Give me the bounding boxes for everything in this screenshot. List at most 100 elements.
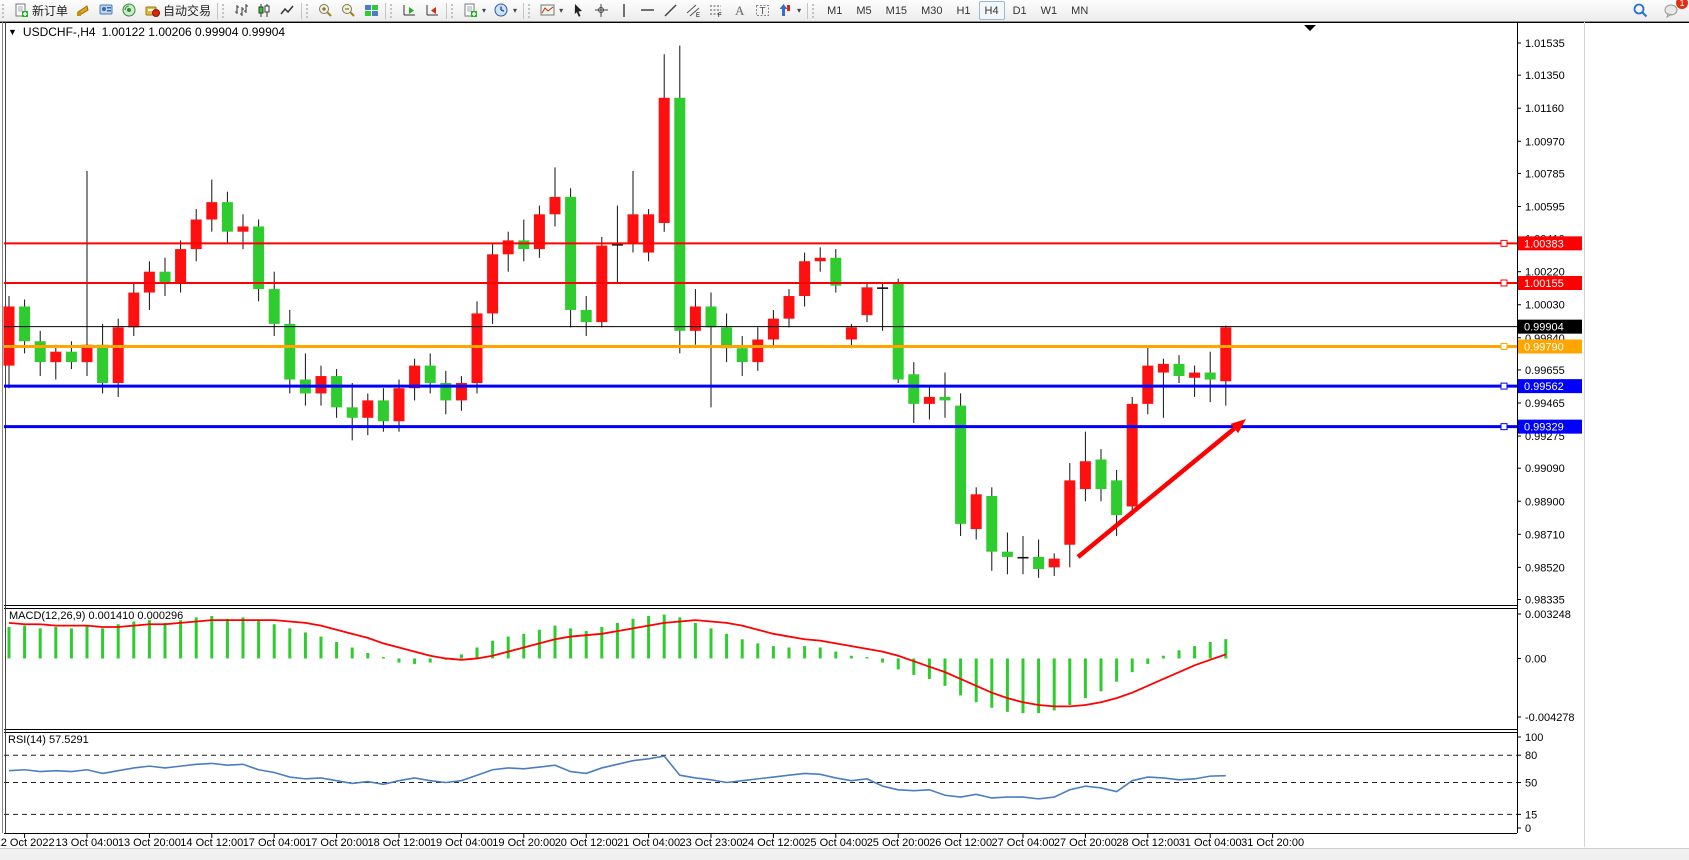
candle-body xyxy=(65,351,77,363)
bar-chart-icon xyxy=(234,3,249,18)
svg-text:A: A xyxy=(735,3,745,18)
autotrading-button[interactable]: 自动交易 xyxy=(141,0,215,21)
price-tick-label: 1.00970 xyxy=(1525,136,1565,148)
candle-body xyxy=(34,341,46,363)
price-tick-label: 0.98710 xyxy=(1525,529,1565,541)
channel-icon: E xyxy=(686,3,701,18)
candle-body xyxy=(1095,459,1107,490)
time-tick-label: 23 Oct 23:00 xyxy=(680,837,743,849)
crosshair-button[interactable] xyxy=(590,0,613,21)
cursor-button[interactable] xyxy=(567,0,590,21)
candle-body xyxy=(830,257,842,286)
market-watch-button[interactable] xyxy=(95,0,118,21)
timeframe-w1-button[interactable]: W1 xyxy=(1040,4,1058,17)
toolbar-separator xyxy=(523,2,525,19)
timeframe-m30-button[interactable]: M30 xyxy=(921,4,943,17)
time-tick-label: 19 Oct 20:00 xyxy=(492,837,555,849)
toolbar-separator xyxy=(446,2,448,19)
zoom-out-icon xyxy=(341,3,356,18)
line-anchor-marker[interactable] xyxy=(1500,342,1508,350)
chart-shift-button[interactable] xyxy=(421,0,444,21)
indicators-button[interactable]: ▾ xyxy=(536,0,567,21)
candle-body xyxy=(923,396,935,404)
timeframe-h1-button[interactable]: H1 xyxy=(956,4,971,17)
fibonacci-button[interactable]: F xyxy=(705,0,728,21)
line-anchor-marker[interactable] xyxy=(1500,279,1508,287)
collapse-triangle-icon[interactable]: ▼ xyxy=(8,27,17,37)
text-label-button[interactable]: T xyxy=(751,0,774,21)
horizontal-line-button[interactable] xyxy=(636,0,659,21)
price-label-box xyxy=(1518,379,1582,394)
candle-body xyxy=(1204,372,1216,380)
time-tick-label: 20 Oct 12:00 xyxy=(555,837,618,849)
candle-body xyxy=(471,313,483,383)
chevron-down-icon[interactable]: ▾ xyxy=(797,6,802,15)
price-tick-label: 1.01535 xyxy=(1525,38,1565,50)
line-anchor-marker[interactable] xyxy=(1500,423,1508,431)
toolbar-drag-handle[interactable] xyxy=(390,3,395,18)
price-label-text: 1.00155 xyxy=(1524,278,1564,290)
line-anchor-marker[interactable] xyxy=(1500,382,1508,390)
chart-shift-marker-icon[interactable] xyxy=(1304,25,1316,31)
trend-arrow-head[interactable] xyxy=(1230,419,1246,434)
line-anchor-marker[interactable] xyxy=(1500,239,1508,247)
toolbar-drag-handle[interactable] xyxy=(222,3,227,18)
line-chart-button[interactable] xyxy=(276,0,299,21)
price-tick-label: 1.00595 xyxy=(1525,201,1565,213)
timeframe-m1-button[interactable]: M1 xyxy=(827,4,843,17)
indicators-icon xyxy=(540,3,555,18)
trendline-button[interactable] xyxy=(659,0,682,21)
shapes-button[interactable]: ▾ xyxy=(774,0,805,21)
vline-icon xyxy=(617,3,632,18)
toolbar-drag-handle[interactable] xyxy=(306,3,311,18)
candle-body xyxy=(861,287,873,316)
timeframe-d1-button[interactable]: D1 xyxy=(1012,4,1027,17)
candlestick-chart-button[interactable] xyxy=(253,0,276,21)
timeframe-m15-button[interactable]: M15 xyxy=(885,4,908,17)
toolbar-drag-handle[interactable] xyxy=(2,3,7,18)
macd-tick-label: -0.004278 xyxy=(1525,712,1575,724)
zoom-out-button[interactable] xyxy=(337,0,360,21)
time-tick-label: 27 Oct 20:00 xyxy=(1054,837,1117,849)
rsi-line xyxy=(8,755,1226,800)
channel-button[interactable]: E xyxy=(682,0,705,21)
candle-body xyxy=(674,97,686,331)
auto-scroll-button[interactable] xyxy=(398,0,421,21)
timeframe-h4-button[interactable]: H4 xyxy=(978,1,1005,20)
cursor-icon xyxy=(571,3,586,18)
candle-body xyxy=(50,351,62,363)
candle-body xyxy=(409,365,421,389)
styler-button[interactable] xyxy=(72,0,95,21)
candle-body xyxy=(3,306,15,366)
zoom-in-button[interactable] xyxy=(314,0,337,21)
search-button[interactable] xyxy=(1629,0,1652,21)
signals-button[interactable] xyxy=(118,0,141,21)
chevron-down-icon[interactable]: ▾ xyxy=(559,6,564,15)
candle-body xyxy=(892,283,904,380)
new-chart-button[interactable]: ▾ xyxy=(459,0,490,21)
price-label-text: 0.99904 xyxy=(1524,322,1564,334)
toolbar-drag-handle[interactable] xyxy=(451,3,456,18)
timeframe-m5-button[interactable]: M5 xyxy=(856,4,872,17)
toolbar-drag-handle[interactable] xyxy=(812,3,817,18)
period-button[interactable]: ▾ xyxy=(490,0,521,21)
chart-symbol-title[interactable]: ▼ USDCHF-,H4 1.00122 1.00206 0.99904 0.9… xyxy=(8,25,285,39)
main-toolbar: 新订单 自动交易 ▾ ▾ ▾ E F A T ▾ M1 M5 M15 M30 H1 H4 D1 W1 MN 1 xyxy=(0,0,1689,22)
bar-chart-button[interactable] xyxy=(230,0,253,21)
vertical-line-button[interactable] xyxy=(613,0,636,21)
chevron-down-icon[interactable]: ▾ xyxy=(482,6,487,15)
candle-body xyxy=(580,309,592,323)
crosshair-icon xyxy=(594,3,609,18)
new-order-icon xyxy=(14,3,29,18)
macd-indicator-label: MACD(12,26,9) 0.001410 0.000296 xyxy=(9,610,184,622)
text-button[interactable]: A xyxy=(728,0,751,21)
toolbar-drag-handle[interactable] xyxy=(528,3,533,18)
timeframe-mn-button[interactable]: MN xyxy=(1071,4,1089,17)
time-tick-label: 18 Oct 12:00 xyxy=(368,837,431,849)
chat-button[interactable]: 1 xyxy=(1660,0,1688,21)
new-order-button[interactable]: 新订单 xyxy=(10,0,72,21)
candle-body xyxy=(799,261,811,297)
tile-windows-button[interactable] xyxy=(360,0,383,21)
trend-arrow-line[interactable] xyxy=(1076,426,1236,559)
chevron-down-icon[interactable]: ▾ xyxy=(513,6,518,15)
